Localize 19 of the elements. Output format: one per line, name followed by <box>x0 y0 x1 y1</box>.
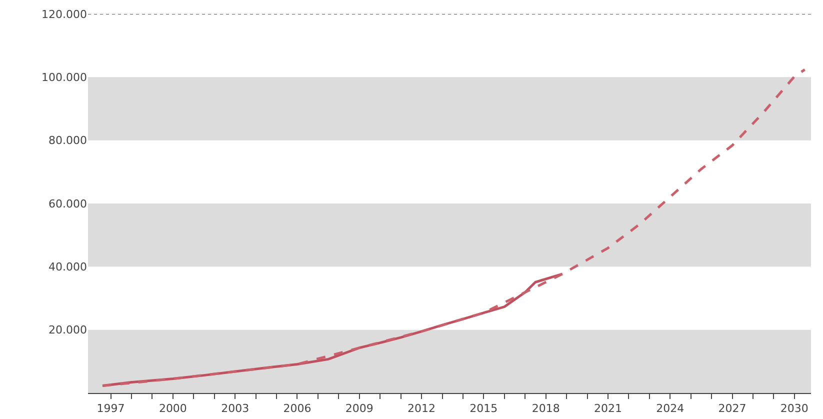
x-tick-label: 2003 <box>221 402 250 416</box>
y-tick-label: 80.000 <box>48 134 87 148</box>
x-tick-label: 2021 <box>594 402 622 416</box>
y-tick-label: 120.000 <box>42 8 87 21</box>
x-tick-label: 1997 <box>96 402 125 416</box>
x-tick-label: 2000 <box>158 402 187 416</box>
y-tick-label: 100.000 <box>42 71 87 84</box>
x-tick-label: 2006 <box>283 402 312 416</box>
x-tick-label: 2024 <box>656 402 684 416</box>
y-tick-label: 40.000 <box>48 260 87 274</box>
x-tick-label: 2027 <box>718 402 746 416</box>
line-series <box>101 68 806 387</box>
x-tick-label: 2012 <box>408 402 436 416</box>
y-tick-label: 20.000 <box>48 324 87 337</box>
x-tick-label: 2018 <box>532 402 560 416</box>
x-tick-label: 2015 <box>470 402 498 416</box>
y-tick-label: 60.000 <box>48 197 87 210</box>
x-tick-label: 2009 <box>345 402 374 416</box>
x-tick-label: 2030 <box>780 402 808 416</box>
